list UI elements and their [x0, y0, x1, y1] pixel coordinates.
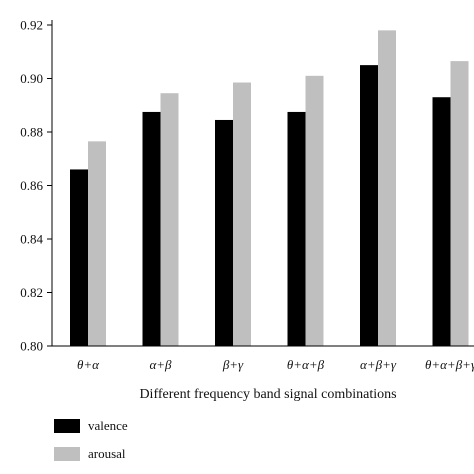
bar-valence-1: [142, 111, 161, 346]
x-tick-label: θ+α+β: [287, 357, 325, 372]
y-tick-label: 0.92: [20, 18, 43, 33]
y-tick-label: 0.86: [20, 178, 43, 193]
legend-label-valence: valence: [88, 418, 128, 433]
bar-valence-3: [287, 111, 306, 346]
y-tick-label: 0.82: [20, 285, 43, 300]
y-tick-label: 0.88: [20, 125, 43, 140]
legend-swatch-valence: [54, 419, 80, 433]
y-tick-label: 0.80: [20, 339, 43, 354]
bars: [70, 30, 469, 347]
legend-swatch-arousal: [54, 447, 80, 461]
x-tick-label: θ+α+β+γ: [425, 357, 474, 372]
bar-arousal-0: [88, 141, 106, 346]
x-tick-label: α+β: [149, 357, 172, 372]
x-tick-label: θ+α: [77, 357, 100, 372]
bar-arousal-1: [160, 93, 179, 347]
x-tick-label: β+γ: [222, 357, 244, 372]
bar-arousal-5: [450, 61, 469, 347]
legend-label-arousal: arousal: [88, 446, 126, 461]
bar-arousal-4: [378, 30, 396, 346]
x-axis-title: Different frequency band signal combinat…: [139, 387, 396, 402]
bar-valence-4: [360, 65, 378, 346]
bar-arousal-3: [305, 75, 324, 346]
bar-arousal-2: [233, 82, 251, 346]
bar-valence-5: [432, 97, 451, 346]
legend: valence arousal: [54, 418, 128, 461]
x-tick-label: α+β+γ: [360, 357, 397, 372]
y-tick-label: 0.84: [20, 232, 43, 247]
y-tick-label: 0.90: [20, 71, 43, 86]
bar-valence-0: [70, 169, 88, 346]
y-axis: 0.80 0.82 0.84 0.86 0.88 0.90 0.92: [20, 18, 53, 354]
bar-valence-2: [215, 119, 233, 347]
x-axis: θ+α α+β β+γ θ+α+β α+β+γ θ+α+β+γ: [52, 345, 474, 372]
